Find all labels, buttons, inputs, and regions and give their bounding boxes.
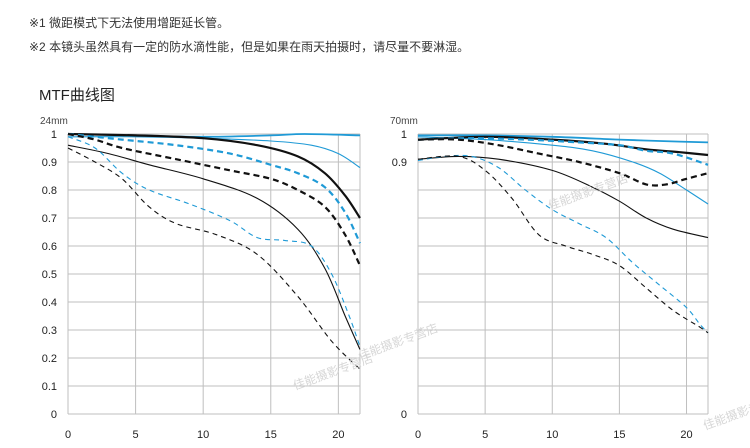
x-tick-label: 0 [415, 429, 421, 441]
y-tick-label: 0.7 [42, 213, 57, 225]
y-tick-label: 0.3 [42, 325, 57, 337]
y-tick-label: 0.1 [42, 381, 57, 393]
y-tick-label: 0.2 [42, 353, 57, 365]
x-tick-label: 5 [133, 429, 139, 441]
mtf-series-4 [417, 137, 709, 166]
note-1: ※1 微距模式下无法使用增距延长管。 [29, 16, 230, 30]
mtf-series-6 [417, 154, 709, 334]
y-tick-label: 0.9 [42, 157, 57, 169]
chart-title: 70mm [390, 116, 418, 127]
y-tick-label: 0.9 [392, 157, 407, 169]
mtf-series-3 [417, 155, 709, 239]
x-tick-label: 20 [332, 429, 344, 441]
x-tick-label: 15 [613, 429, 625, 441]
mtf-series-6 [67, 136, 361, 347]
x-tick-label: 15 [265, 429, 277, 441]
y-tick-label: 0 [51, 409, 57, 421]
y-tick-label: 0.6 [42, 241, 57, 253]
section-title: MTF曲线图 [39, 87, 115, 104]
x-tick-label: 0 [65, 429, 71, 441]
x-tick-label: 10 [546, 429, 558, 441]
y-tick-label: 1 [401, 129, 407, 141]
y-tick-label: 0.5 [42, 269, 57, 281]
mtf-series-1 [417, 136, 709, 205]
mtf-series-5 [67, 132, 361, 267]
x-tick-label: 20 [680, 429, 692, 441]
y-tick-label: 0.4 [42, 297, 57, 309]
chart-title: 24mm [40, 116, 68, 127]
mtf-series-5 [417, 138, 709, 187]
mtf-series-7 [67, 147, 361, 370]
y-tick-label: 0 [401, 409, 407, 421]
x-tick-label: 5 [482, 429, 488, 441]
mtf-series-3 [67, 144, 361, 350]
watermark-text: 佳能摄影专营店 [356, 320, 440, 363]
note-2: ※2 本镜头虽然具有一定的防水滴性能，但是如果在雨天拍摄时，请尽量不要淋湿。 [29, 40, 470, 54]
mtf-series-7 [417, 155, 709, 334]
mtf-series-4 [67, 132, 361, 244]
x-tick-label: 10 [197, 429, 209, 441]
watermark-text: 佳能摄影专营店 [546, 170, 630, 213]
mtf-series-1 [67, 136, 361, 169]
y-tick-label: 0.8 [42, 185, 57, 197]
y-tick-label: 1 [51, 129, 57, 141]
mtf-series-0 [417, 134, 709, 144]
mtf-series-2 [417, 135, 709, 157]
mtf-series-2 [67, 132, 361, 219]
